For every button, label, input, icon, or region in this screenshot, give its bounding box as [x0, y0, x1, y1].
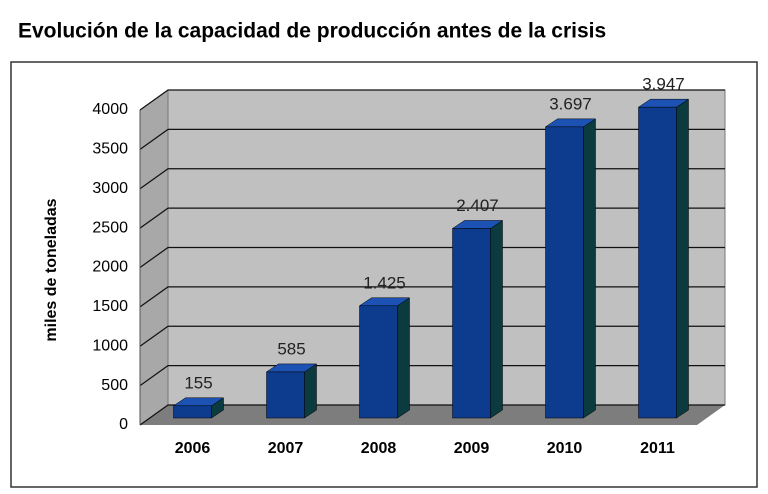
bar-side — [397, 297, 410, 419]
floor — [140, 405, 725, 425]
grid-line — [139, 207, 725, 229]
y-tick-label: 3000 — [92, 180, 128, 197]
chart-frame — [10, 61, 758, 488]
bar-side — [676, 98, 689, 419]
grid-line — [139, 404, 725, 426]
grid-line — [139, 246, 725, 268]
y-axis-title: miles de toneladas — [43, 198, 60, 341]
bar — [452, 228, 491, 419]
y-tick-label: 2000 — [92, 259, 128, 276]
chart-title: Evolución de la capacidad de producción … — [18, 20, 606, 43]
value-label: 3.947 — [642, 75, 685, 94]
bar — [638, 106, 677, 419]
y-tick-label: 1500 — [92, 298, 128, 315]
value-label: 3.697 — [549, 94, 592, 113]
bar-side — [304, 363, 317, 419]
x-tick-label: 2008 — [361, 440, 397, 457]
y-tick-label: 1000 — [92, 337, 128, 354]
x-tick-label: 2007 — [268, 440, 304, 457]
y-tick-label: 4000 — [92, 101, 128, 118]
grid-line — [139, 286, 725, 308]
x-tick-label: 2006 — [175, 440, 211, 457]
bar — [173, 405, 212, 419]
y-tick-label: 500 — [101, 377, 128, 394]
value-label: 585 — [277, 339, 305, 358]
value-label: 2.407 — [456, 196, 499, 215]
bar — [545, 126, 584, 419]
grid-line — [139, 89, 725, 111]
x-tick-label: 2010 — [547, 440, 583, 457]
x-tick-label: 2009 — [454, 440, 490, 457]
grid-line — [139, 168, 725, 190]
value-label: 155 — [184, 373, 212, 392]
grid-line — [139, 128, 725, 150]
y-tick-label: 0 — [119, 416, 128, 433]
grid-line — [139, 365, 725, 387]
bar-side — [490, 219, 503, 419]
grid-line — [139, 325, 725, 347]
y-tick-label: 2500 — [92, 219, 128, 236]
value-label: 1.425 — [363, 273, 406, 292]
y-tick-label: 3500 — [92, 141, 128, 158]
bar-side — [583, 118, 596, 419]
bar — [359, 305, 398, 419]
bar — [266, 371, 305, 419]
x-tick-label: 2011 — [640, 440, 675, 457]
